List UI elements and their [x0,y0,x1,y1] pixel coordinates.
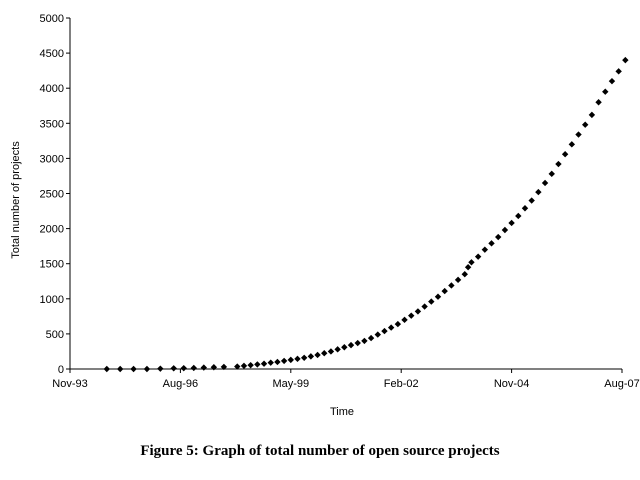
data-point [157,365,164,372]
data-point [274,358,281,366]
data-point [220,363,228,371]
y-tick-label: 3500 [40,118,64,130]
data-point [334,346,341,353]
data-point [535,188,542,196]
data-point [515,212,522,220]
y-tick-label: 0 [58,364,64,376]
data-point [561,150,569,158]
data-point [434,293,442,300]
data-point [287,356,294,364]
data-point [387,324,395,331]
data-point [468,259,475,266]
x-tick-label: Aug-07 [604,378,639,390]
scatter-chart: 0 500 1000 1500 2000 2500 3000 3500 4000 4500 5000… [10,13,640,418]
x-tick-label: Nov-04 [494,378,529,390]
data-point [200,364,208,371]
data-point [401,316,408,324]
data-point [615,68,622,75]
data-point [143,365,151,373]
data-point [341,344,348,351]
data-point [103,365,110,373]
data-point [541,179,549,187]
data-point [555,160,562,168]
data-point [508,219,515,227]
data-point [495,233,502,241]
data-point [464,264,472,271]
data-point [307,353,315,360]
data-point [260,360,268,367]
data-point [622,56,629,64]
data-point [454,276,462,284]
data-point [354,339,361,347]
data-point [548,170,555,178]
data-point [421,303,428,310]
data-point [170,365,177,372]
data-point [267,359,274,366]
data-point [240,362,248,370]
y-tick-label: 4000 [40,83,64,95]
y-tick-label: 1000 [40,294,64,306]
data-point [374,331,381,338]
data-point [521,205,529,212]
data-point [116,365,124,373]
x-tick-label: Aug-96 [163,378,198,390]
y-tick-label: 4500 [40,48,64,60]
data-point [582,121,589,128]
data-point [528,197,535,204]
data-point [321,350,328,357]
y-tick-label: 2500 [40,189,64,201]
data-point [428,298,435,305]
data-point [461,271,468,278]
data-point [488,240,495,247]
data-point [441,287,448,295]
data-point [474,253,482,260]
y-tick-label: 5000 [40,13,64,25]
figure-caption: Figure 5: Graph of total number of open … [140,443,500,459]
y-tick-label: 3000 [40,153,64,165]
data-point [448,282,455,289]
data-point [234,363,241,370]
data-point [347,341,355,349]
data-point [602,88,609,95]
data-point [254,361,261,368]
data-point [575,131,582,138]
x-tick-label: Nov-93 [52,378,87,390]
data-point [408,312,415,319]
plot-layer: 0 500 1000 1500 2000 2500 3000 3500 4000 4500 5000… [40,13,640,390]
data-point [180,364,187,372]
data-point [381,327,388,335]
y-tick-label: 1500 [40,259,64,271]
data-point [280,357,288,365]
data-point [247,361,254,369]
data-point [568,141,576,148]
data-point [367,334,375,342]
data-point [501,226,509,234]
x-tick-label: Feb-02 [384,378,419,390]
y-axis-title: Total number of projects [10,141,22,259]
data-point [361,337,368,345]
data-point [294,355,301,363]
x-tick-label: May-99 [272,378,309,390]
data-point [130,365,137,373]
x-axis-title: Time [330,406,354,418]
data-point [327,348,335,355]
data-point [314,351,321,359]
y-tick-label: 500 [46,329,64,341]
data-point [210,364,218,371]
data-point [414,308,422,315]
data-point [595,99,602,106]
data-point [394,320,402,328]
data-point [481,246,489,253]
y-tick-label: 2000 [40,224,64,236]
data-point [608,77,616,85]
data-point [588,111,596,119]
data-point [300,354,308,361]
data-point [190,364,197,372]
